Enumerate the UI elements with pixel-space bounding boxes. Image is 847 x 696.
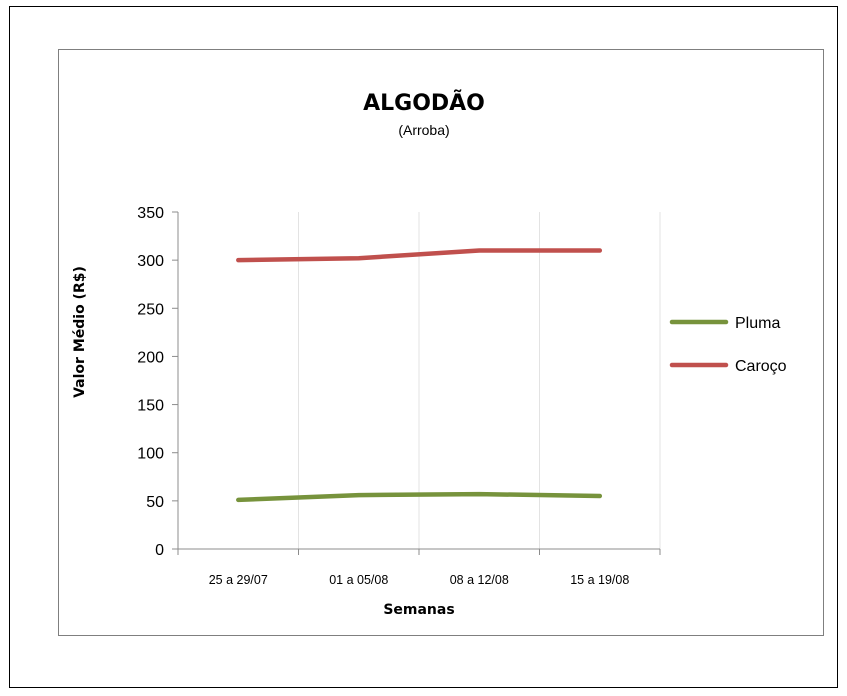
y-tick-label: 100 (137, 446, 164, 463)
series-lines (236, 248, 603, 503)
y-tick-label: 250 (137, 301, 164, 318)
y-tick-label: 0 (155, 542, 164, 559)
legend-label-caroco: Caroço (735, 358, 787, 375)
y-tick-label: 200 (137, 349, 164, 366)
x-tick-label: 25 a 29/07 (209, 573, 268, 587)
x-tick-label: 15 a 19/08 (570, 573, 629, 587)
x-axis-title: Semanas (383, 602, 454, 618)
axes: 0 50 100 150 200 250 300 350 25 a 29/07 01 a 05/0… (137, 205, 661, 587)
y-tick-label: 50 (146, 494, 164, 511)
y-tick-label: 350 (137, 205, 164, 222)
y-tick-label: 150 (137, 398, 164, 415)
y-tick-label: 300 (137, 253, 164, 270)
y-axis-title: Valor Médio (R$) (72, 266, 88, 398)
legend: Pluma Caroço (669, 315, 787, 375)
chart-title: ALGODÃO (363, 90, 485, 116)
chart-subtitle: (Arroba) (398, 122, 449, 138)
series-line-pluma (236, 491, 603, 503)
x-tick-label: 01 a 05/08 (329, 573, 388, 587)
chart-container (58, 49, 824, 636)
x-tick-label: 08 a 12/08 (450, 573, 509, 587)
series-line-caroco (236, 248, 603, 263)
legend-label-pluma: Pluma (735, 315, 780, 332)
grid (298, 212, 661, 549)
